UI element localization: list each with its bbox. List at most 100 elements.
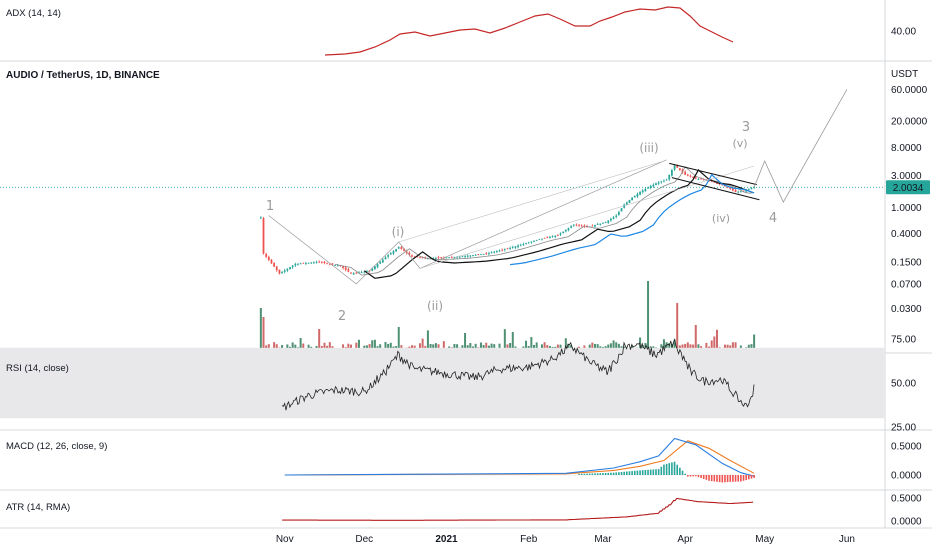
candle[interactable] (384, 257, 387, 260)
candle[interactable] (318, 261, 321, 263)
candle[interactable] (419, 257, 421, 259)
candle[interactable] (312, 262, 315, 264)
candle[interactable] (527, 242, 530, 244)
candle[interactable] (697, 178, 700, 180)
candle[interactable] (472, 255, 474, 257)
candle[interactable] (562, 231, 565, 234)
candle[interactable] (737, 191, 740, 193)
candle[interactable] (564, 229, 567, 232)
candle[interactable] (493, 251, 496, 253)
candle[interactable] (395, 249, 397, 252)
candle[interactable] (347, 269, 350, 272)
candle[interactable] (490, 252, 493, 254)
candle[interactable] (750, 188, 753, 190)
candle[interactable] (323, 261, 326, 263)
candle[interactable] (371, 268, 374, 271)
candle[interactable] (379, 261, 382, 264)
candle[interactable] (726, 187, 729, 188)
candle[interactable] (644, 188, 647, 192)
candle[interactable] (381, 259, 384, 263)
candle[interactable] (546, 237, 549, 239)
candle[interactable] (450, 257, 453, 258)
candle[interactable] (556, 234, 559, 236)
candle[interactable] (440, 257, 443, 258)
candle[interactable] (509, 247, 512, 249)
candle[interactable] (488, 253, 490, 254)
candle[interactable] (262, 218, 265, 254)
candle[interactable] (551, 236, 554, 238)
candle[interactable] (694, 177, 697, 179)
candle[interactable] (660, 181, 663, 183)
candle[interactable] (342, 265, 344, 268)
candle[interactable] (278, 269, 281, 274)
candle[interactable] (700, 178, 702, 180)
candle[interactable] (729, 187, 732, 189)
candle[interactable] (739, 191, 742, 193)
candle[interactable] (753, 187, 756, 189)
candle[interactable] (668, 174, 671, 180)
candle[interactable] (432, 258, 435, 259)
candle[interactable] (734, 189, 737, 193)
candle[interactable] (411, 255, 413, 257)
candle[interactable] (678, 168, 681, 171)
candle[interactable] (392, 251, 395, 254)
candle[interactable] (596, 224, 599, 226)
candle[interactable] (623, 204, 626, 208)
candle[interactable] (403, 248, 405, 252)
candle[interactable] (543, 237, 546, 239)
candle[interactable] (275, 266, 278, 271)
candle[interactable] (665, 179, 668, 181)
candle[interactable] (745, 190, 748, 192)
candle[interactable] (599, 223, 602, 225)
candle[interactable] (331, 263, 334, 265)
candle[interactable] (453, 256, 456, 258)
candle[interactable] (676, 164, 679, 168)
macd-signal-line[interactable] (284, 440, 755, 476)
candle[interactable] (673, 165, 676, 170)
candle[interactable] (315, 262, 318, 263)
candle[interactable] (400, 247, 403, 250)
candle[interactable] (477, 254, 480, 255)
candle[interactable] (366, 271, 368, 273)
candle[interactable] (716, 183, 718, 184)
candle[interactable] (498, 250, 501, 252)
adx-line[interactable] (324, 6, 734, 56)
candle[interactable] (289, 267, 291, 270)
candle[interactable] (350, 272, 352, 274)
candle[interactable] (647, 187, 649, 189)
candle[interactable] (525, 243, 527, 245)
candle[interactable] (535, 240, 538, 241)
candle[interactable] (649, 186, 652, 188)
atr-pane[interactable] (282, 497, 754, 521)
candle[interactable] (522, 244, 525, 245)
candle[interactable] (480, 254, 482, 256)
candle[interactable] (474, 254, 477, 256)
candle[interactable] (363, 271, 366, 273)
candle[interactable] (267, 256, 270, 261)
candle[interactable] (594, 225, 596, 227)
candle[interactable] (721, 184, 724, 186)
candle[interactable] (437, 257, 440, 259)
candle[interactable] (344, 267, 347, 270)
adx-pane[interactable] (324, 6, 734, 56)
candle[interactable] (448, 257, 451, 259)
candle[interactable] (283, 270, 286, 272)
candle[interactable] (352, 273, 355, 275)
macd-pane[interactable] (284, 437, 755, 483)
candle[interactable] (397, 247, 400, 249)
candle[interactable] (689, 175, 692, 177)
candle[interactable] (607, 220, 610, 223)
candle[interactable] (732, 188, 734, 191)
candle[interactable] (713, 181, 716, 183)
candle[interactable] (503, 249, 506, 250)
candle[interactable] (413, 256, 416, 258)
candle[interactable] (530, 241, 533, 243)
candle[interactable] (501, 249, 504, 251)
candle[interactable] (307, 262, 310, 264)
candle[interactable] (549, 236, 551, 239)
candle[interactable] (495, 251, 498, 252)
candle[interactable] (265, 253, 268, 257)
candle[interactable] (610, 218, 612, 221)
candle[interactable] (485, 253, 488, 255)
candle[interactable] (517, 245, 519, 248)
